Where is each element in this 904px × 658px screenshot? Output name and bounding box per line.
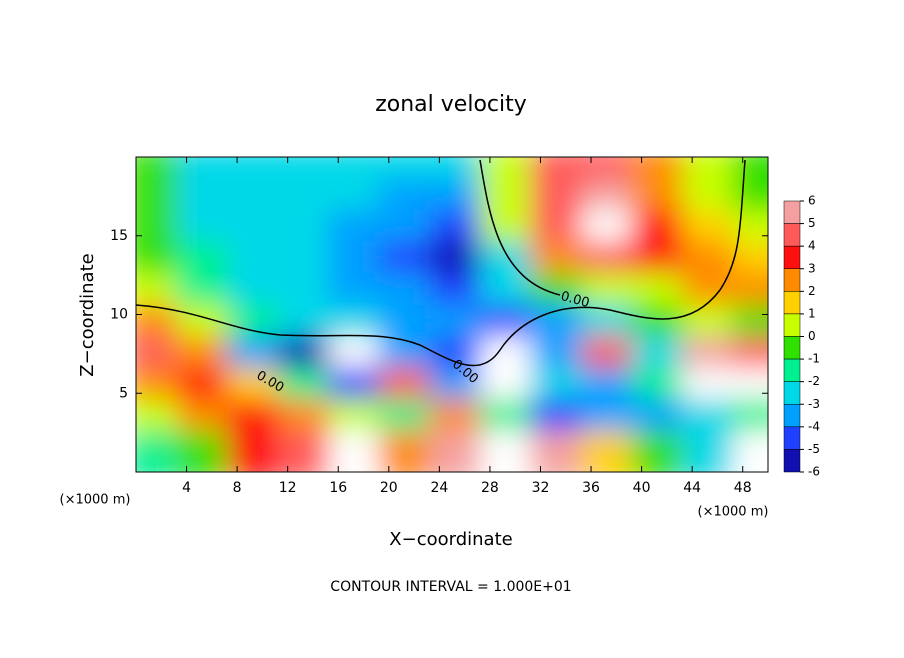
colorbar-tick-label: -6 (808, 465, 820, 479)
colorbar-band (783, 426, 801, 450)
x-tick-label: 32 (532, 480, 550, 496)
y-unit-label: (×1000 m) (60, 493, 131, 508)
y-tick-label: 15 (110, 228, 128, 244)
x-tick-label: 40 (633, 480, 651, 496)
colorbar-band (783, 449, 801, 473)
colorbar-tick-label: 5 (808, 216, 816, 230)
x-unit-label: (×1000 m) (698, 505, 769, 520)
contour-label: 0.00 (559, 289, 591, 311)
field-cell (732, 430, 768, 472)
footnote: CONTOUR INTERVAL = 1.000E+01 (330, 579, 571, 595)
x-axis-label: X−coordinate (389, 529, 512, 550)
contour-line (479, 159, 561, 296)
x-tick-label: 4 (182, 480, 191, 496)
x-tick-label: 24 (430, 480, 448, 496)
x-tick-label: 8 (233, 480, 242, 496)
x-tick-label: 48 (734, 480, 752, 496)
colorbar-tick-label: -2 (808, 374, 820, 388)
colorbar-tick-label: 2 (808, 284, 816, 298)
colorbar-band (783, 200, 801, 224)
colorbar-band (783, 313, 801, 337)
colorbar: 6 5 4 3 2 1 0 -1 -2 -3 -4 -5 -6 (783, 194, 820, 479)
colorbar-tick-label: -3 (808, 397, 820, 411)
colorbar-tick-label: -1 (808, 352, 820, 366)
field (136, 157, 768, 472)
colorbar-tick-label: -4 (808, 419, 820, 433)
colorbar-tick-label: 6 (808, 194, 816, 208)
colorbar-band (783, 336, 801, 360)
colorbar-band (783, 381, 801, 405)
x-tick-label: 12 (279, 480, 297, 496)
x-tick-label: 20 (380, 480, 398, 496)
colorbar-tick-label: 1 (808, 306, 816, 320)
colorbar-band (783, 358, 801, 382)
x-tick-label: 44 (683, 480, 701, 496)
chart-title: zonal velocity (375, 92, 527, 117)
colorbar-tick-label: 3 (808, 261, 816, 275)
colorbar-band (783, 245, 801, 270)
contour-line (135, 159, 746, 367)
colorbar-band (783, 268, 801, 292)
y-tick-label: 5 (119, 385, 128, 401)
y-tick-label: 10 (110, 307, 128, 323)
field-cells (136, 157, 768, 472)
x-tick-label: 16 (329, 480, 347, 496)
colorbar-tick-label: 4 (808, 239, 816, 253)
colorbar-band (783, 291, 801, 315)
x-tick-label: 28 (481, 480, 499, 496)
colorbar-tick-label: -5 (808, 442, 820, 456)
colorbar-band (783, 404, 801, 428)
x-tick-label: 36 (582, 480, 600, 496)
colorbar-band (783, 223, 801, 247)
y-axis-label: Z−coordinate (77, 253, 98, 376)
colorbar-tick-label: 0 (808, 329, 816, 343)
